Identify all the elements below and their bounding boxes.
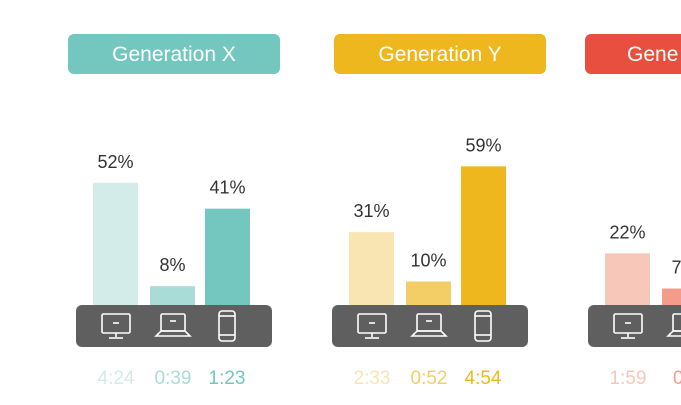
time-label: 1:23 <box>209 368 246 389</box>
generation-header <box>68 34 280 74</box>
bar-value-label: 59% <box>465 135 501 155</box>
laptop-icon <box>410 313 448 337</box>
bar-value-label: 31% <box>353 201 389 221</box>
time-label: 4:54 <box>465 368 502 389</box>
smartphone-icon <box>218 310 236 342</box>
bar-value-label: 10% <box>410 251 446 271</box>
monitor-icon <box>357 313 387 339</box>
generation-group: Generation X 52% 8% 41% 4:24 0:39 1:23 <box>68 34 280 389</box>
generation-header-label: Generation Y <box>378 43 501 66</box>
generation-header-label: Gene <box>627 43 678 66</box>
time-label: 0:52 <box>411 368 448 389</box>
bar-value-label: 7% <box>671 258 681 278</box>
bar-value-label: 52% <box>97 152 133 172</box>
generation-group: Gene 22% 7% 1:59 0: <box>585 34 681 389</box>
time-label: 4:24 <box>98 368 135 389</box>
bar <box>461 166 506 305</box>
bar-value-label: 22% <box>609 222 645 242</box>
device-strip <box>332 305 528 347</box>
monitor-icon <box>613 313 643 339</box>
time-label: 2:33 <box>354 368 391 389</box>
bar <box>605 253 650 305</box>
generation-header <box>585 34 681 74</box>
bar <box>406 281 451 305</box>
smartphone-icon <box>474 310 492 342</box>
time-label: 0: <box>673 368 681 389</box>
generation-header <box>334 34 546 74</box>
laptop-icon <box>154 313 192 337</box>
device-strip <box>588 305 681 347</box>
time-label: 1:59 <box>610 368 647 389</box>
bar <box>205 208 250 305</box>
bar <box>349 232 394 305</box>
laptop-icon <box>666 313 681 337</box>
generation-header-label: Generation X <box>112 43 236 66</box>
device-strip <box>76 305 272 347</box>
generation-group: Generation Y 31% 10% 59% 2:33 0:52 4:54 <box>332 34 546 389</box>
bar <box>150 286 195 305</box>
bar-value-label: 41% <box>209 178 245 198</box>
bar <box>662 288 681 305</box>
monitor-icon <box>101 313 131 339</box>
time-label: 0:39 <box>155 368 192 389</box>
bar <box>93 182 138 305</box>
bar-value-label: 8% <box>159 255 185 275</box>
